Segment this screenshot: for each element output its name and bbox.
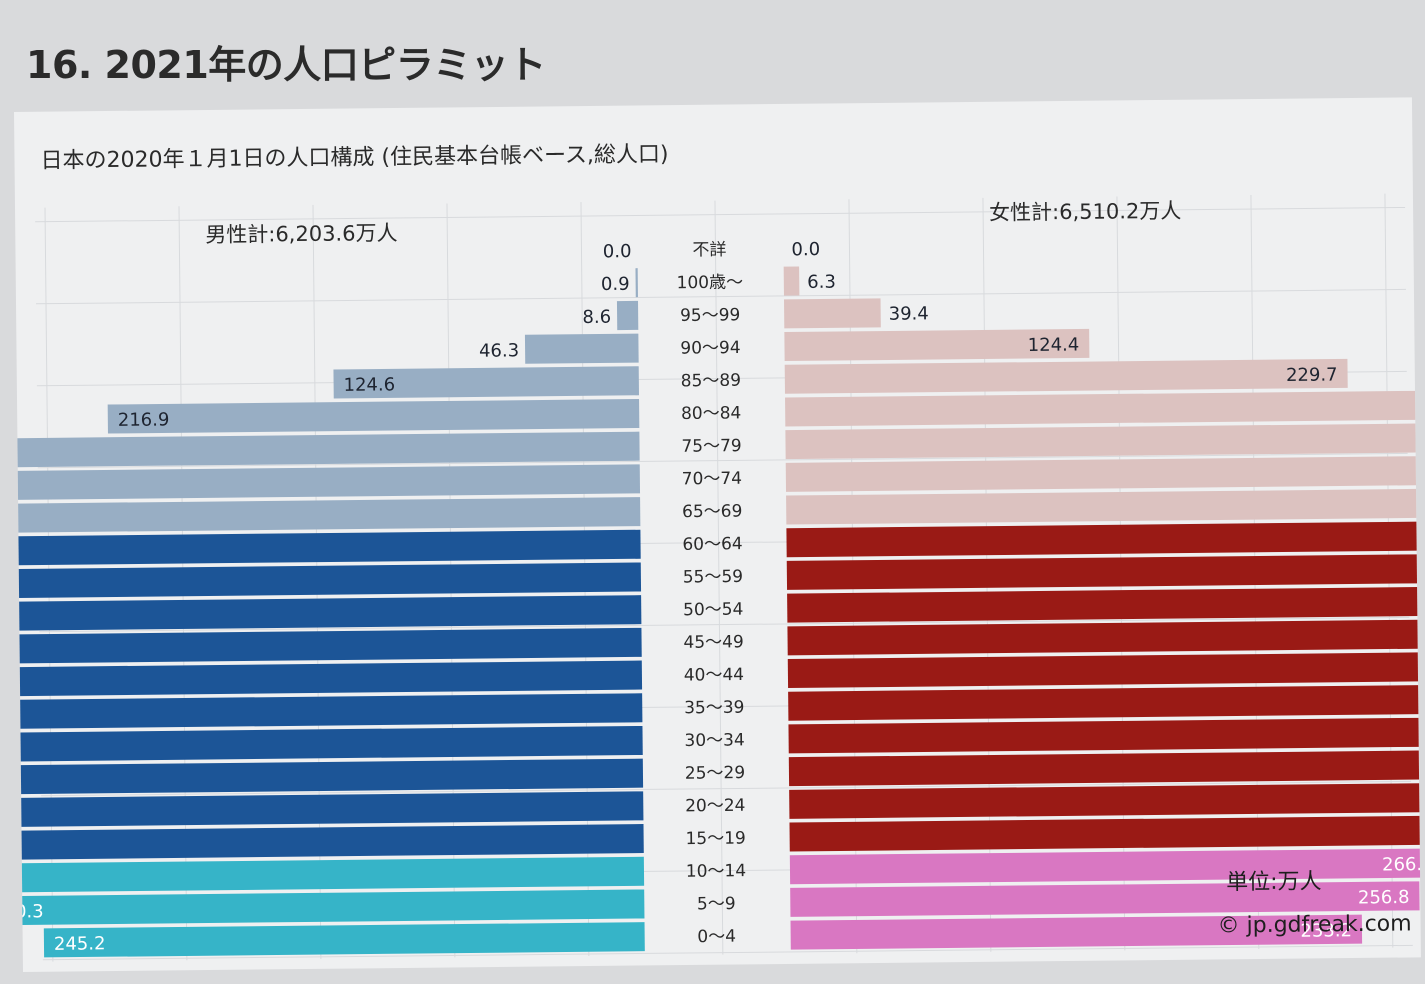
male-value-label-80-84: 216.9 xyxy=(118,409,170,431)
male-bar-70-74 xyxy=(14,464,641,504)
female-bar-25-29 xyxy=(788,749,1421,787)
female-total-label: 女性計:6,510.2万人 xyxy=(989,199,1181,225)
grid-line-horizontal xyxy=(39,616,1410,633)
age-label-60-64: 60〜64 xyxy=(682,534,742,555)
chart-card: 日本の2020年１月1日の人口構成 (住民基本台帳ベース,総人口) 男性計:6,… xyxy=(14,97,1421,972)
male-bar-65-69 xyxy=(14,497,641,537)
age-label-35-39: 35〜39 xyxy=(684,698,744,719)
female-bar-30-34 xyxy=(788,715,1421,754)
female-bar-85-89 xyxy=(784,358,1348,394)
age-label-5-9: 5〜9 xyxy=(697,894,736,914)
male-value-label-0-4: 245.2 xyxy=(54,933,106,955)
chart-title: 日本の2020年１月1日の人口構成 (住民基本台帳ベース,総人口) xyxy=(40,142,668,174)
male-bar-45-49 xyxy=(14,627,642,670)
male-bar-60-64 xyxy=(14,529,641,569)
male-bar-0-4 xyxy=(43,922,645,958)
male-value-label-95-99: 8.6 xyxy=(582,307,611,328)
male-value-label-10-14: 280.6 xyxy=(14,869,18,891)
age-label-15-19: 15〜19 xyxy=(685,828,745,849)
male-value-label-85-89: 124.6 xyxy=(344,374,396,396)
male-bar-80-84 xyxy=(107,398,640,434)
male-bar-15-19 xyxy=(14,824,644,861)
female-value-label-100-: 6.3 xyxy=(807,272,836,293)
male-bar-85-89 xyxy=(333,366,640,399)
female-bar-55-59 xyxy=(786,550,1421,590)
age-label-85-89: 85〜89 xyxy=(681,371,741,392)
age-label-80-84: 80〜84 xyxy=(681,403,741,424)
male-bar-5-9 xyxy=(14,889,645,926)
male-bar-30-34 xyxy=(14,725,643,765)
male-bar-10-14 xyxy=(14,856,645,893)
female-value-label-5-9: 256.8 xyxy=(1358,887,1410,909)
male-bar-25-29 xyxy=(14,758,644,797)
bars: 不詳 0.0 0.0 100歳〜 0.9 6.3 95〜99 8.6 39.4 90〜94 46.3… xyxy=(14,239,1421,958)
age-label-90-94: 90〜94 xyxy=(680,338,740,359)
female-bar-75-79 xyxy=(785,419,1421,460)
population-pyramid-chart: 日本の2020年１月1日の人口構成 (住民基本台帳ベース,総人口) 男性計:6,… xyxy=(14,142,1421,962)
grid-line-horizontal xyxy=(37,452,1408,469)
female-bar-100- xyxy=(783,266,800,296)
male-value-label-90-94: 46.3 xyxy=(479,340,519,361)
age-label-10-14: 10〜14 xyxy=(686,861,746,882)
age-label-50-54: 50〜54 xyxy=(683,600,743,621)
male-bar-50-54 xyxy=(14,595,642,636)
age-label-40-44: 40〜44 xyxy=(684,665,744,686)
female-value-label-85-89: 229.7 xyxy=(1286,364,1338,386)
age-label-0-4: 0〜4 xyxy=(697,927,736,947)
male-total-label: 男性計:6,203.6万人 xyxy=(205,221,397,247)
grid-line-vertical xyxy=(714,200,724,955)
source-label: © jp.gdfreak.com xyxy=(1217,911,1411,938)
age-label-75-79: 75〜79 xyxy=(681,436,741,457)
age-label-30-34: 30〜34 xyxy=(684,730,744,751)
female-bar-95-99 xyxy=(784,298,881,329)
age-label-55-59: 55〜59 xyxy=(683,567,743,588)
grid-line-horizontal xyxy=(36,288,1406,305)
male-value-label-5-9: 270.3 xyxy=(14,901,44,923)
female-bar-40-44 xyxy=(787,647,1421,689)
age-label-25-29: 25〜29 xyxy=(685,763,745,784)
female-bar-45-49 xyxy=(787,613,1421,656)
grid-line-horizontal xyxy=(42,944,1413,961)
male-bar-35-39 xyxy=(14,693,643,733)
female-bar-90-94 xyxy=(784,328,1090,362)
female-bar-60-64 xyxy=(786,518,1421,558)
female-bar-5-9 xyxy=(790,881,1420,917)
male-bar-75-79 xyxy=(14,431,640,469)
male-bar-95-99 xyxy=(616,300,639,331)
female-value-label-0-4: 233.2 xyxy=(1300,920,1352,942)
female-bar-50-54 xyxy=(787,582,1421,623)
grid-line-horizontal xyxy=(41,780,1412,797)
male-bar-100- xyxy=(635,268,638,298)
male-value-label-100-: 0.9 xyxy=(601,274,630,295)
age-label-20-24: 20〜24 xyxy=(685,796,745,817)
age-label-65-69: 65〜69 xyxy=(682,501,742,522)
male-value-label-unknown: 0.0 xyxy=(603,241,632,262)
male-bar-20-24 xyxy=(14,791,644,829)
female-bar-65-69 xyxy=(786,484,1421,525)
male-bar-55-59 xyxy=(14,562,642,602)
grid-line-horizontal xyxy=(35,206,1406,223)
unit-label: 単位:万人 xyxy=(1226,869,1322,895)
female-bar-70-74 xyxy=(785,450,1421,492)
female-bar-20-24 xyxy=(789,781,1421,819)
male-bar-40-44 xyxy=(14,660,643,702)
age-label-45-49: 45〜49 xyxy=(683,632,743,653)
female-bar-80-84 xyxy=(785,389,1421,427)
female-bar-0-4 xyxy=(790,914,1363,950)
female-bar-10-14 xyxy=(789,848,1421,885)
female-bar-15-19 xyxy=(789,815,1421,852)
female-value-label-90-94: 124.4 xyxy=(1028,334,1080,356)
age-label-95-99: 95〜99 xyxy=(680,305,740,326)
female-value-label-95-99: 39.4 xyxy=(889,303,929,324)
female-bar-35-39 xyxy=(788,681,1421,721)
age-label-unknown: 不詳 xyxy=(692,240,726,260)
female-value-label-10-14: 266.8 xyxy=(1382,854,1421,876)
age-label-100-: 100歳〜 xyxy=(676,273,743,294)
page-title: 16. 2021年の人口ピラミット xyxy=(26,43,546,87)
male-bar-90-94 xyxy=(524,333,639,364)
age-label-70-74: 70〜74 xyxy=(682,469,742,490)
female-value-label-unknown: 0.0 xyxy=(791,239,820,260)
